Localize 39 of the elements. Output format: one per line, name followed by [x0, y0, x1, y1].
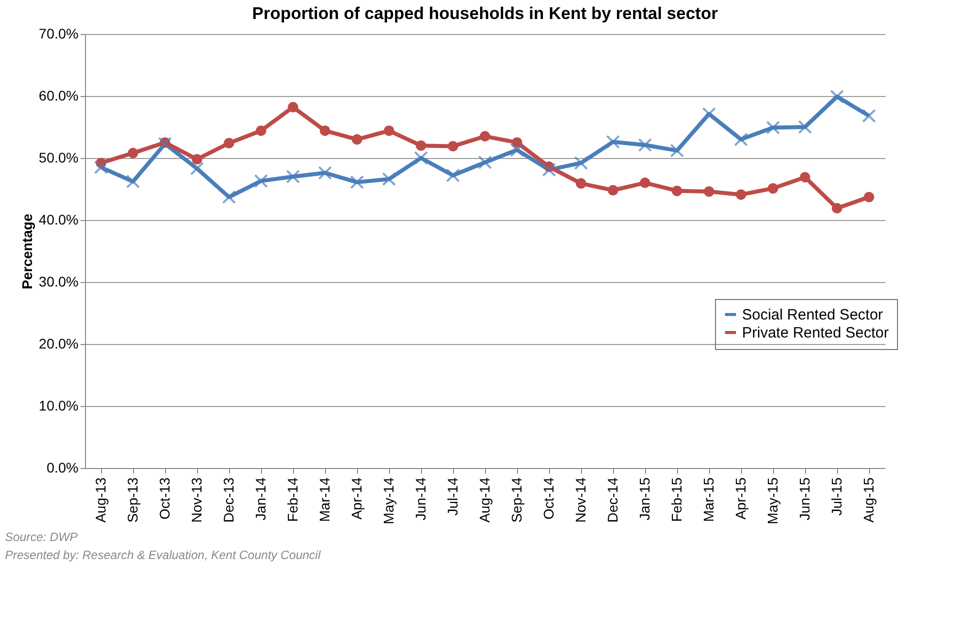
y-tick-label: 30.0% [38, 274, 78, 290]
x-tick-label: Feb-14 [284, 477, 300, 522]
x-tick-label: Aug-13 [92, 477, 108, 523]
x-tick-label: Oct-14 [540, 477, 556, 520]
legend-label: Social Rented Sector [742, 306, 883, 324]
y-tick-label: 70.0% [38, 26, 78, 42]
x-tick-label: Feb-15 [668, 477, 684, 522]
x-tick-label: Nov-13 [188, 477, 204, 523]
x-tick-label: Mar-15 [700, 477, 716, 522]
x-tick-label: Sep-14 [508, 477, 524, 523]
x-tick-label: Nov-14 [572, 477, 588, 523]
y-tick-label: 0.0% [46, 460, 78, 476]
x-tick-label: Jan-14 [252, 477, 268, 520]
legend-label: Private Rented Sector [742, 324, 889, 342]
x-tick-label: Dec-13 [220, 477, 236, 523]
y-tick-label: 20.0% [38, 336, 78, 352]
x-tick-label: Sep-13 [124, 477, 140, 523]
x-tick-label: May-15 [764, 477, 780, 524]
y-axis-title: Percentage [18, 214, 35, 290]
y-tick-label: 40.0% [38, 212, 78, 228]
y-tick-label: 10.0% [38, 398, 78, 414]
x-tick-label: Jan-15 [636, 477, 652, 520]
text: Presented by: Research & Evaluation, Kent County Council [5, 548, 321, 562]
chart-title: Proportion of capped households in Kent by rental sector [252, 4, 718, 23]
x-tick-label: Jun-14 [412, 477, 428, 520]
x-tick-label: May-14 [380, 477, 396, 524]
x-tick-label: Jul-15 [828, 477, 844, 516]
y-tick-label: 60.0% [38, 88, 78, 104]
source-note: Source: DWP [5, 530, 78, 544]
x-tick-label: Apr-14 [348, 477, 364, 520]
x-tick-label: Mar-14 [316, 477, 332, 522]
y-tick-label: 50.0% [38, 150, 78, 166]
x-tick-label: Dec-14 [604, 477, 620, 523]
x-tick-label: Jun-15 [796, 477, 812, 520]
x-tick-label: Apr-15 [732, 477, 748, 520]
x-tick-label: Jul-14 [444, 477, 460, 516]
x-tick-label: Aug-14 [476, 477, 492, 523]
x-tick-label: Aug-15 [860, 477, 876, 523]
x-tick-label: Oct-13 [156, 477, 172, 520]
